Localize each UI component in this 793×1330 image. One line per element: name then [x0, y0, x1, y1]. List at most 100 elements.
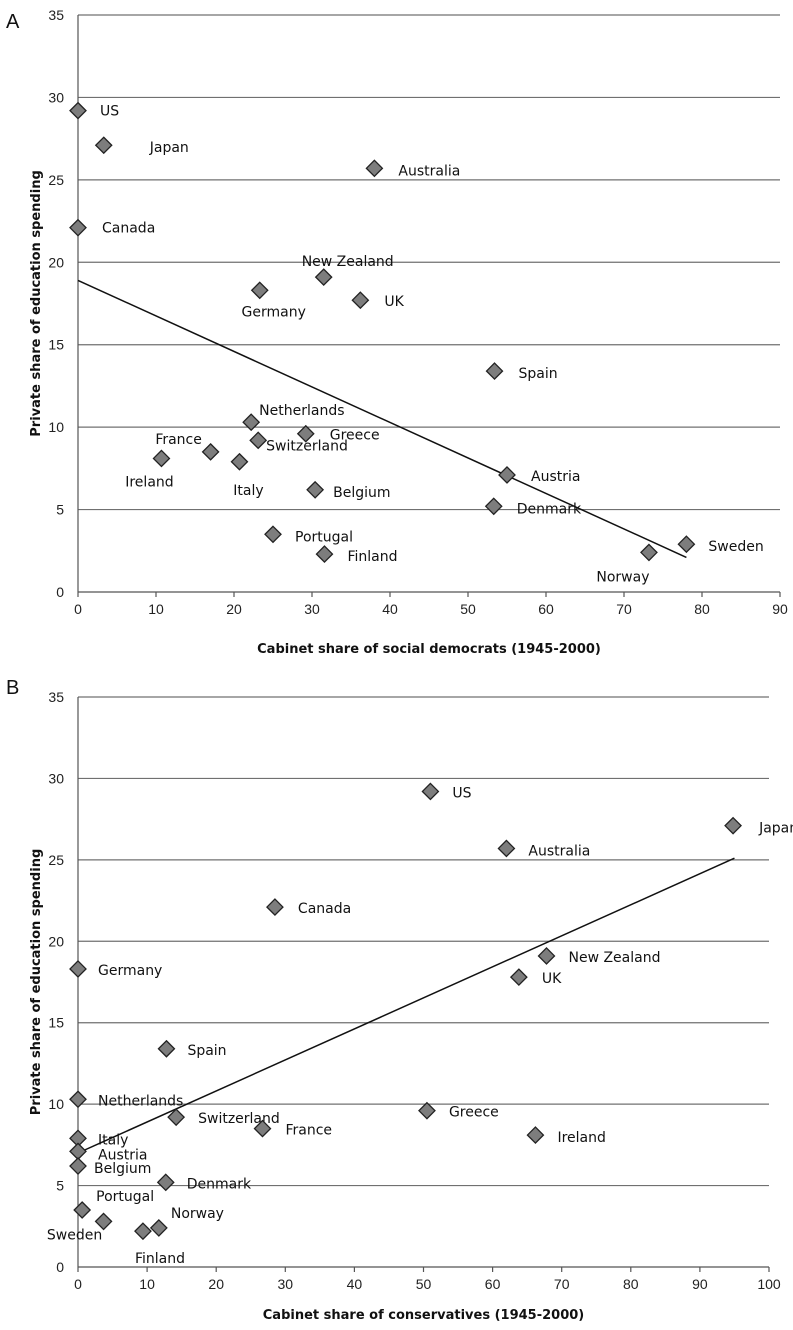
panel-a-y-tick-5: 5 — [56, 502, 64, 518]
panel-a-point-label-sweden: Sweden — [708, 539, 763, 555]
panel-b-point-us — [421, 782, 440, 801]
panel-a-point-japan — [94, 136, 113, 155]
panel-a-point-italy — [230, 452, 249, 471]
panel-a-point-label-canada: Canada — [102, 221, 155, 237]
panel-b-point-label-portugal: Portugal — [96, 1189, 154, 1205]
panel-a-point-germany — [250, 281, 269, 300]
panel-a-x-tick-10: 10 — [148, 601, 164, 617]
panel-a-point-sweden — [677, 535, 696, 554]
panel-a-point-label-finland: Finland — [347, 549, 397, 565]
panel-a-letter: A — [6, 11, 20, 33]
panel-b-trendline — [77, 857, 735, 1154]
panel-a-x-tick-0: 0 — [74, 601, 82, 617]
panel-a-point-uk — [351, 291, 370, 310]
panel-b-point-france — [253, 1119, 272, 1138]
panel-b-y-tick-25: 25 — [48, 852, 64, 868]
panel-b-point-greece — [418, 1101, 436, 1120]
panel-a-point-label-japan: Japan — [149, 140, 189, 156]
panel-b-x-tick-90: 90 — [692, 1276, 708, 1292]
panel-b-scatter: B 0 5 10 15 20 25 30 35 0 10 20 30 40 50 60 70 80 90 100 U… — [6, 677, 793, 1323]
panel-b-point-germany — [69, 960, 87, 978]
panel-b-point-label-uk: UK — [542, 971, 562, 987]
panel-a-scatter: A 0 5 10 15 20 25 30 35 0 10 20 30 40 50 60 70 80 90 US Ja… — [6, 7, 788, 657]
panel-b-point-label-austria: Austria — [98, 1147, 147, 1163]
panel-a-x-tick-60: 60 — [538, 601, 554, 617]
panel-a-point-switzerland — [249, 431, 268, 450]
panel-a-y-axis-title: Private share of education spending — [29, 170, 44, 437]
panel-b-point-label-ireland: Ireland — [557, 1130, 605, 1146]
panel-a-y-tick-30: 30 — [48, 89, 64, 105]
panel-b-gridlines — [77, 696, 769, 1268]
panel-a-x-tick-20: 20 — [226, 601, 242, 617]
panel-a-point-austria — [498, 466, 516, 484]
panel-a-point-label-germany: Germany — [242, 304, 306, 320]
panel-a-point-label-spain: Spain — [519, 366, 558, 382]
panel-a-x-tick-80: 80 — [694, 601, 710, 617]
panel-b-point-label-greece: Greece — [449, 1105, 499, 1121]
panel-a-point-portugal — [264, 525, 282, 544]
panel-b-point-label-netherlands: Netherlands — [98, 1093, 183, 1109]
panel-b-point-norway — [149, 1218, 168, 1237]
panel-b-point-austria — [69, 1142, 87, 1161]
panel-a-point-label-norway: Norway — [596, 569, 649, 585]
panel-b-point-label-sweden: Sweden — [47, 1227, 102, 1243]
panel-a-x-tick-90: 90 — [772, 601, 788, 617]
panel-b-point-finland — [134, 1222, 152, 1241]
panel-b-y-tick-5: 5 — [56, 1178, 64, 1194]
panel-a-point-label-austria: Austria — [531, 469, 580, 485]
panel-a-point-greece — [296, 424, 315, 443]
panel-b-points: US Japan Australia Canada Germany New Zealand… — [47, 782, 793, 1267]
panel-a-point-label-australia: Australia — [398, 163, 460, 179]
panel-b-y-tick-10: 10 — [48, 1096, 64, 1112]
panel-b-point-label-denmark: Denmark — [187, 1176, 252, 1192]
panel-a-point-label-ireland: Ireland — [125, 474, 173, 490]
panel-a-point-norway — [640, 543, 658, 562]
panel-b-x-tick-40: 40 — [347, 1276, 363, 1292]
panel-b-x-tick-10: 10 — [139, 1276, 155, 1292]
panel-a-point-label-greece: Greece — [330, 428, 380, 444]
panel-b-x-axis-title: Cabinet share of conservatives (1945-200… — [263, 1308, 585, 1323]
panel-b-y-tick-15: 15 — [48, 1015, 64, 1031]
panel-a-point-label-portugal: Portugal — [295, 529, 353, 545]
panel-a-point-ireland — [152, 449, 171, 468]
panel-b-x-tick-70: 70 — [554, 1276, 570, 1292]
panel-b-x-tick-60: 60 — [485, 1276, 501, 1292]
panel-b-point-new-zealand — [537, 947, 556, 965]
panel-a-x-tick-70: 70 — [616, 601, 632, 617]
panel-b-point-japan — [724, 816, 742, 835]
panel-b-point-label-canada: Canada — [298, 901, 351, 917]
panel-a-point-netherlands — [242, 413, 261, 432]
panel-a-point-france — [201, 442, 220, 461]
panel-b-point-netherlands — [69, 1090, 87, 1109]
panel-a-ticks: 0 5 10 15 20 25 30 35 0 10 20 30 40 50 60 70 80 90 — [48, 7, 788, 617]
panel-a-point-label-belgium: Belgium — [333, 485, 390, 501]
panel-a-y-tick-10: 10 — [48, 419, 64, 435]
panel-b-y-axis-title: Private share of education spending — [29, 849, 44, 1116]
panel-b-point-switzerland — [167, 1108, 186, 1127]
panel-a-point-new-zealand — [314, 268, 333, 287]
panel-b-point-label-japan: Japan — [758, 821, 793, 837]
panel-a-x-tick-40: 40 — [382, 601, 398, 617]
panel-a-x-tick-30: 30 — [304, 601, 320, 617]
panel-b-x-tick-80: 80 — [623, 1276, 639, 1292]
panel-a-point-label-uk: UK — [384, 294, 404, 310]
panel-a-points: US Japan Australia Canada New Zealand Germany… — [69, 101, 764, 585]
panel-b-y-tick-30: 30 — [48, 770, 64, 786]
panel-b-ticks: 0 5 10 15 20 25 30 35 0 10 20 30 40 50 60 70 80 90 100 — [48, 689, 780, 1292]
panel-a-gridlines — [77, 14, 780, 593]
panel-b-x-tick-20: 20 — [208, 1276, 224, 1292]
panel-b-point-label-france: France — [285, 1123, 332, 1139]
panel-b-x-tick-100: 100 — [757, 1276, 781, 1292]
panel-b-point-label-belgium: Belgium — [94, 1161, 151, 1177]
panel-a-trendline — [77, 279, 687, 559]
panel-a-point-label-switzerland: Switzerland — [266, 438, 348, 454]
panel-b-point-canada — [266, 898, 284, 917]
panel-a-x-tick-50: 50 — [460, 601, 476, 617]
panel-a-point-label-netherlands: Netherlands — [259, 403, 344, 419]
panel-a-y-tick-25: 25 — [48, 172, 64, 188]
panel-a-x-axis-title: Cabinet share of social democrats (1945-… — [257, 642, 601, 657]
panel-b-point-denmark — [156, 1173, 175, 1192]
panel-a-point-label-france: France — [155, 432, 202, 448]
panel-a-y-tick-15: 15 — [48, 337, 64, 353]
panel-b-point-label-us: US — [452, 785, 471, 801]
